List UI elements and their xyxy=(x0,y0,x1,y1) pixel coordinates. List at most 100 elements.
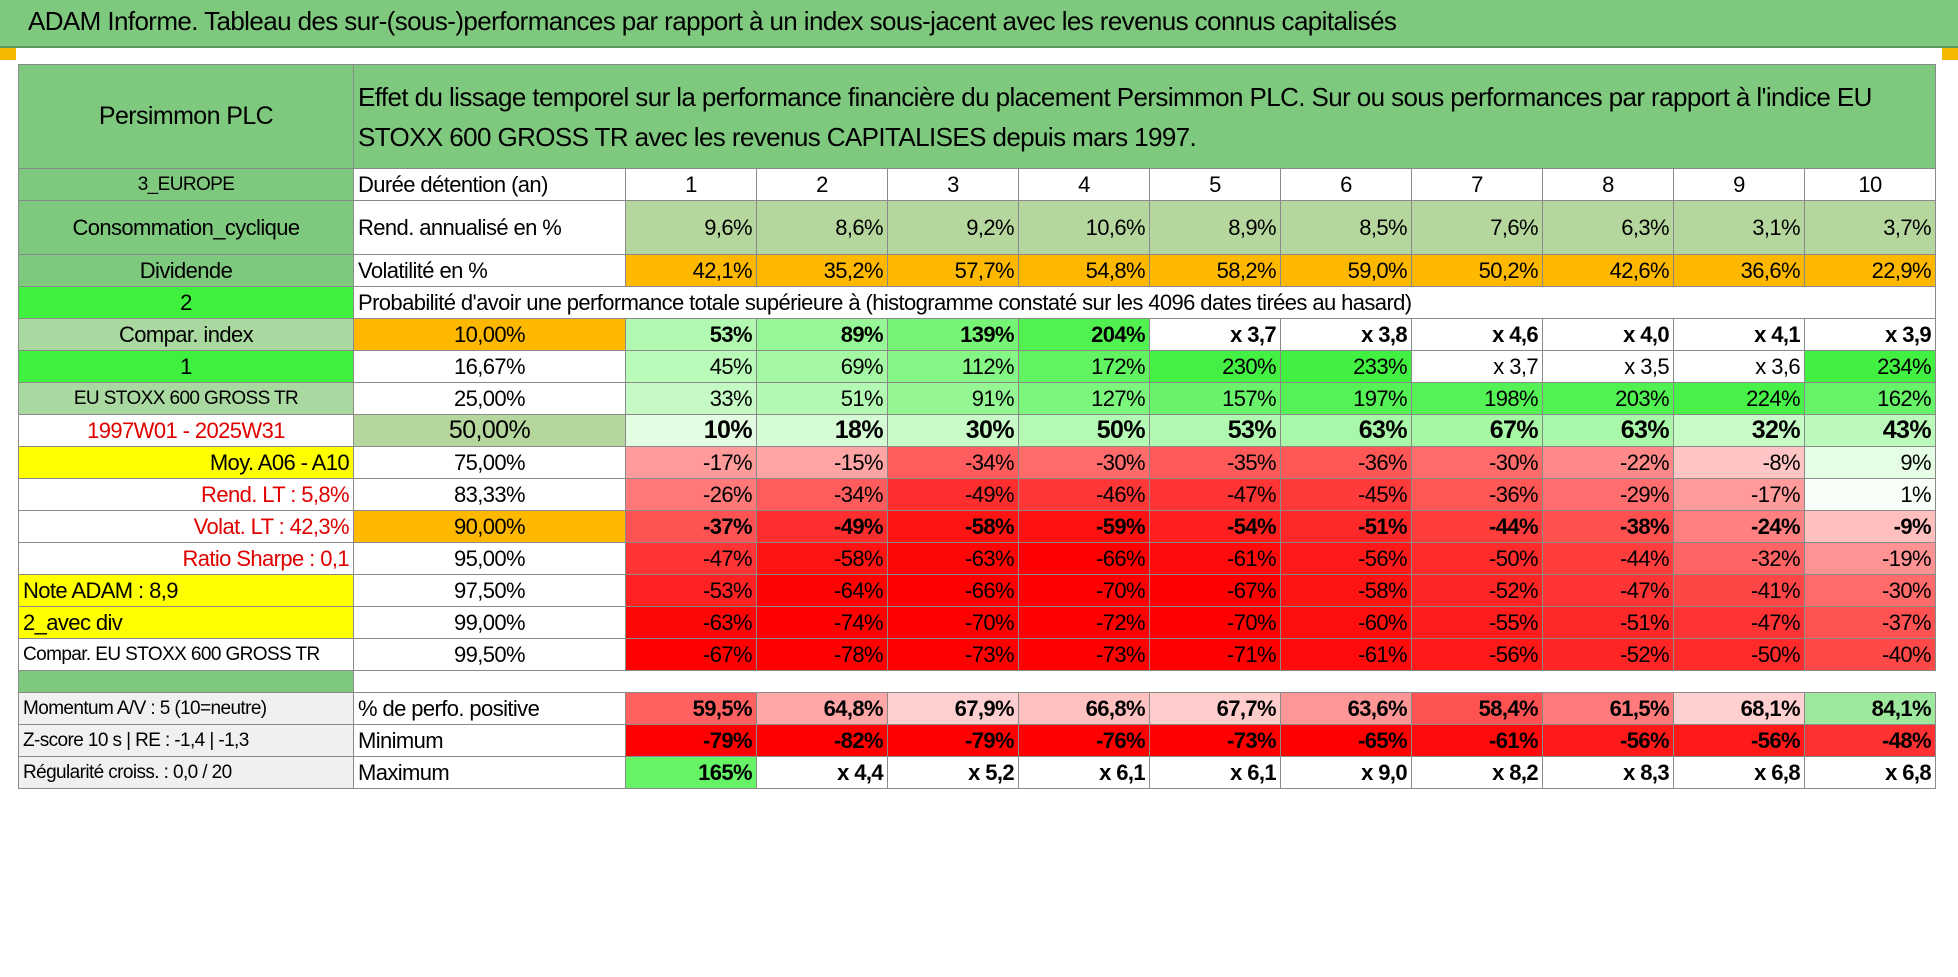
year-header: 4 xyxy=(1018,168,1150,201)
stat-value: x 8,3 xyxy=(1542,756,1674,789)
prob-value: -49% xyxy=(887,478,1019,511)
percentile-label: 10,00% xyxy=(353,318,626,351)
stat-value: -82% xyxy=(756,724,888,757)
vol-value: 54,8% xyxy=(1018,254,1150,287)
stat-value: 64,8% xyxy=(756,692,888,725)
vol-value: 35,2% xyxy=(756,254,888,287)
prob-value: -49% xyxy=(756,510,888,543)
prob-value: -47% xyxy=(625,542,757,575)
percentile-label: 50,00% xyxy=(353,414,626,447)
year-header: 6 xyxy=(1280,168,1412,201)
prob-value: 233% xyxy=(1280,350,1412,383)
rend-label: Rend. annualisé en % xyxy=(353,200,626,255)
stat-value: -65% xyxy=(1280,724,1412,757)
rend-value: 8,5% xyxy=(1280,200,1412,255)
percentile-label: 83,33% xyxy=(353,478,626,511)
rend-value: 3,7% xyxy=(1804,200,1936,255)
vol-value: 58,2% xyxy=(1149,254,1281,287)
prob-value: 32% xyxy=(1673,414,1805,447)
stat-value: 61,5% xyxy=(1542,692,1674,725)
stat-value: 59,5% xyxy=(625,692,757,725)
stat-value: x 6,8 xyxy=(1673,756,1805,789)
prob-value: 43% xyxy=(1804,414,1936,447)
prob-value: 157% xyxy=(1149,382,1281,415)
left-label: Compar. EU STOXX 600 GROSS TR xyxy=(18,638,354,671)
region-label: 3_EUROPE xyxy=(18,168,354,201)
prob-value: -54% xyxy=(1149,510,1281,543)
prob-value: 172% xyxy=(1018,350,1150,383)
prob-value: -35% xyxy=(1149,446,1281,479)
rend-value: 6,3% xyxy=(1542,200,1674,255)
prob-value: 9% xyxy=(1804,446,1936,479)
left-label: 2_avec div xyxy=(18,606,354,639)
prob-value: -59% xyxy=(1018,510,1150,543)
prob-value: -58% xyxy=(1280,574,1412,607)
prob-value: -47% xyxy=(1149,478,1281,511)
sector-label: Consommation_cyclique xyxy=(18,200,354,255)
stat-left-label: Régularité croiss. : 0,0 / 20 xyxy=(18,756,354,789)
prob-value: 204% xyxy=(1018,318,1150,351)
percentile-label: 95,00% xyxy=(353,542,626,575)
prob-value: -58% xyxy=(756,542,888,575)
rend-value: 8,9% xyxy=(1149,200,1281,255)
year-header: 8 xyxy=(1542,168,1674,201)
stat-value: 58,4% xyxy=(1411,692,1543,725)
prob-value: -74% xyxy=(756,606,888,639)
prob-value: -29% xyxy=(1542,478,1674,511)
prob-value: -22% xyxy=(1542,446,1674,479)
stat-value: -56% xyxy=(1673,724,1805,757)
prob-value: -32% xyxy=(1673,542,1805,575)
prob-value: 230% xyxy=(1149,350,1281,383)
prob-value: 63% xyxy=(1280,414,1412,447)
prob-value: 127% xyxy=(1018,382,1150,415)
prob-value: -9% xyxy=(1804,510,1936,543)
stat-value: 165% xyxy=(625,756,757,789)
left-label: Rend. LT : 5,8% xyxy=(18,478,354,511)
prob-value: -30% xyxy=(1018,446,1150,479)
prob-value: -30% xyxy=(1411,446,1543,479)
prob-value: x 3,5 xyxy=(1542,350,1674,383)
prob-value: -19% xyxy=(1804,542,1936,575)
duree-label: Durée détention (an) xyxy=(353,168,626,201)
stat-value: 63,6% xyxy=(1280,692,1412,725)
percentile-label: 75,00% xyxy=(353,446,626,479)
prob-value: -66% xyxy=(887,574,1019,607)
stat-value: 67,7% xyxy=(1149,692,1281,725)
value-2: 2 xyxy=(18,286,354,319)
prob-value: 67% xyxy=(1411,414,1543,447)
vol-value: 36,6% xyxy=(1673,254,1805,287)
prob-value: -46% xyxy=(1018,478,1150,511)
prob-value: 162% xyxy=(1804,382,1936,415)
prob-value: -51% xyxy=(1542,606,1674,639)
prob-value: -34% xyxy=(887,446,1019,479)
stat-value: -79% xyxy=(625,724,757,757)
prob-value: -63% xyxy=(625,606,757,639)
prob-value: -70% xyxy=(1018,574,1150,607)
percentile-label: 16,67% xyxy=(353,350,626,383)
prob-value: 33% xyxy=(625,382,757,415)
spacer-cell xyxy=(18,670,354,693)
rend-value: 3,1% xyxy=(1673,200,1805,255)
prob-value: -15% xyxy=(756,446,888,479)
percentile-label: 99,00% xyxy=(353,606,626,639)
prob-value: x 3,7 xyxy=(1149,318,1281,351)
prob-value: -60% xyxy=(1280,606,1412,639)
prob-value: -52% xyxy=(1542,638,1674,671)
prob-value: 18% xyxy=(756,414,888,447)
year-header: 2 xyxy=(756,168,888,201)
prob-value: -41% xyxy=(1673,574,1805,607)
company-name: Persimmon PLC xyxy=(18,64,354,169)
prob-value: -58% xyxy=(887,510,1019,543)
prob-value: x 3,8 xyxy=(1280,318,1412,351)
prob-value: 1% xyxy=(1804,478,1936,511)
stat-label: Maximum xyxy=(353,756,626,789)
report-title: ADAM Informe. Tableau des sur-(sous-)per… xyxy=(28,6,1397,36)
prob-value: x 4,0 xyxy=(1542,318,1674,351)
prob-value: -50% xyxy=(1411,542,1543,575)
prob-value: 53% xyxy=(625,318,757,351)
prob-value: -55% xyxy=(1411,606,1543,639)
prob-value: 91% xyxy=(887,382,1019,415)
prob-value: 198% xyxy=(1411,382,1543,415)
stat-value: -48% xyxy=(1804,724,1936,757)
prob-value: -36% xyxy=(1411,478,1543,511)
